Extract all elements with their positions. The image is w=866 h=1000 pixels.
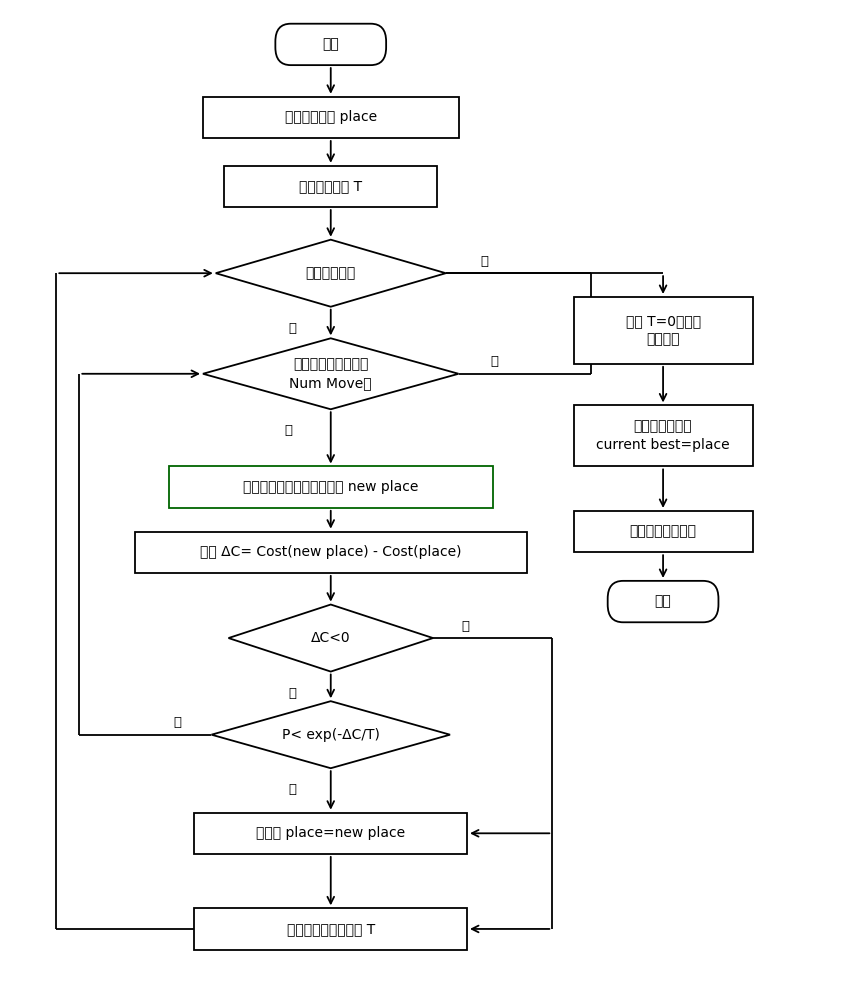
Polygon shape: [203, 338, 459, 409]
Bar: [135, 532, 527, 573]
Bar: [194, 908, 467, 950]
Text: 设置初始温度 T: 设置初始温度 T: [299, 179, 362, 193]
Polygon shape: [229, 605, 433, 672]
Text: 执行模拟回火方法: 执行模拟回火方法: [630, 525, 696, 539]
Text: P< exp(-ΔC/T): P< exp(-ΔC/T): [281, 728, 379, 742]
Polygon shape: [216, 240, 446, 307]
Text: 是: 是: [173, 716, 181, 729]
Bar: [194, 813, 467, 854]
Bar: [169, 466, 493, 508]
FancyBboxPatch shape: [608, 581, 719, 622]
Text: 随机调整布局，产生领域解 new place: 随机调整布局，产生领域解 new place: [243, 480, 418, 494]
Text: 结束: 结束: [655, 595, 671, 609]
Text: 是: 是: [490, 355, 498, 368]
Text: 内循环迭代次数达到
Num Move次: 内循环迭代次数达到 Num Move次: [289, 358, 372, 390]
FancyBboxPatch shape: [275, 24, 386, 65]
Text: 开始: 开始: [322, 37, 339, 51]
Text: 根据退火表更新温度 T: 根据退火表更新温度 T: [287, 922, 375, 936]
Text: 设置 T=0，局部
优化搜索: 设置 T=0，局部 优化搜索: [625, 314, 701, 347]
Text: 保存当前最优解
current best=place: 保存当前最优解 current best=place: [597, 420, 730, 452]
Text: 接受解 place=new place: 接受解 place=new place: [256, 826, 405, 840]
Text: 是: 是: [480, 255, 488, 268]
Bar: [203, 97, 459, 138]
Bar: [573, 511, 753, 552]
Text: 随机初始布局 place: 随机初始布局 place: [285, 110, 377, 124]
Text: 达到冰点温度: 达到冰点温度: [306, 266, 356, 280]
Text: ΔC<0: ΔC<0: [311, 631, 351, 645]
Polygon shape: [211, 701, 450, 768]
Text: 否: 否: [288, 687, 296, 700]
Text: 否: 否: [284, 424, 292, 437]
Text: 否: 否: [288, 783, 296, 796]
Bar: [573, 297, 753, 364]
Bar: [573, 405, 753, 466]
Text: 计算 ΔC= Cost(new place) - Cost(place): 计算 ΔC= Cost(new place) - Cost(place): [200, 545, 462, 559]
Text: 否: 否: [288, 322, 296, 335]
Bar: [224, 166, 437, 207]
Text: 是: 是: [462, 620, 469, 633]
